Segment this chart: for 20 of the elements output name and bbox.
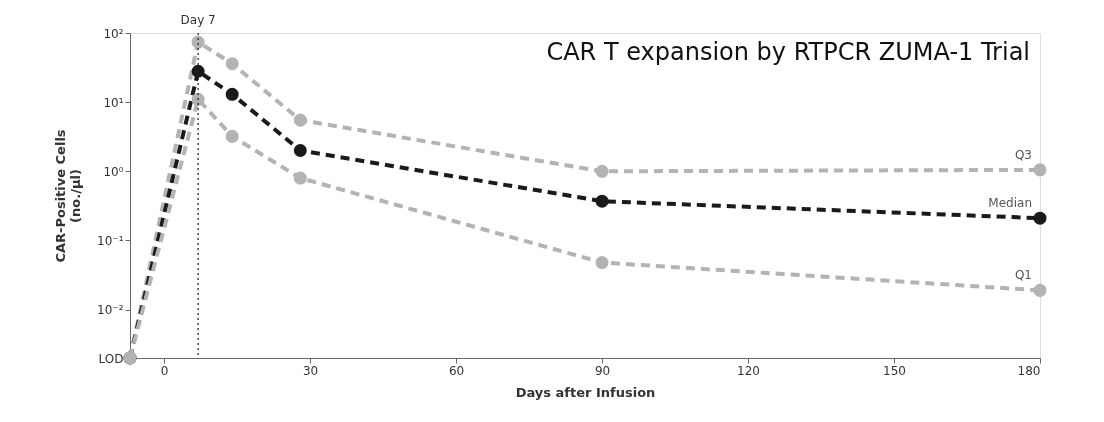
series-label: Q3: [1014, 147, 1032, 162]
x-tick-label: 120: [737, 363, 760, 378]
series-label: Q1: [1014, 268, 1032, 283]
x-tick-label: 0: [160, 363, 169, 378]
x-tick-label: 150: [883, 363, 906, 378]
series-label: Median: [988, 196, 1032, 211]
y-tick-label: 10⁻²: [97, 303, 124, 318]
y-tick-label: 10⁻¹: [97, 233, 124, 248]
y-tick-label: 10²: [103, 26, 124, 41]
y-tick-label: 10¹: [103, 95, 124, 110]
x-axis-title: Days after Infusion: [515, 384, 656, 400]
ref-line-label: Day 7: [180, 13, 216, 27]
x-tick-label: 180: [1017, 363, 1041, 378]
x-tick-label: 60: [448, 363, 465, 378]
y-tick-label: LOD: [98, 351, 124, 366]
y-tick-label: 10⁰: [103, 164, 124, 179]
x-tick-label: 90: [594, 363, 611, 378]
y-axis-title: CAR-Positive Cells (no./µl): [53, 129, 84, 263]
x-tick-label: 30: [302, 363, 319, 378]
chart-title: CAR T expansion by RTPCR ZUMA-1 Trial: [546, 38, 1030, 66]
